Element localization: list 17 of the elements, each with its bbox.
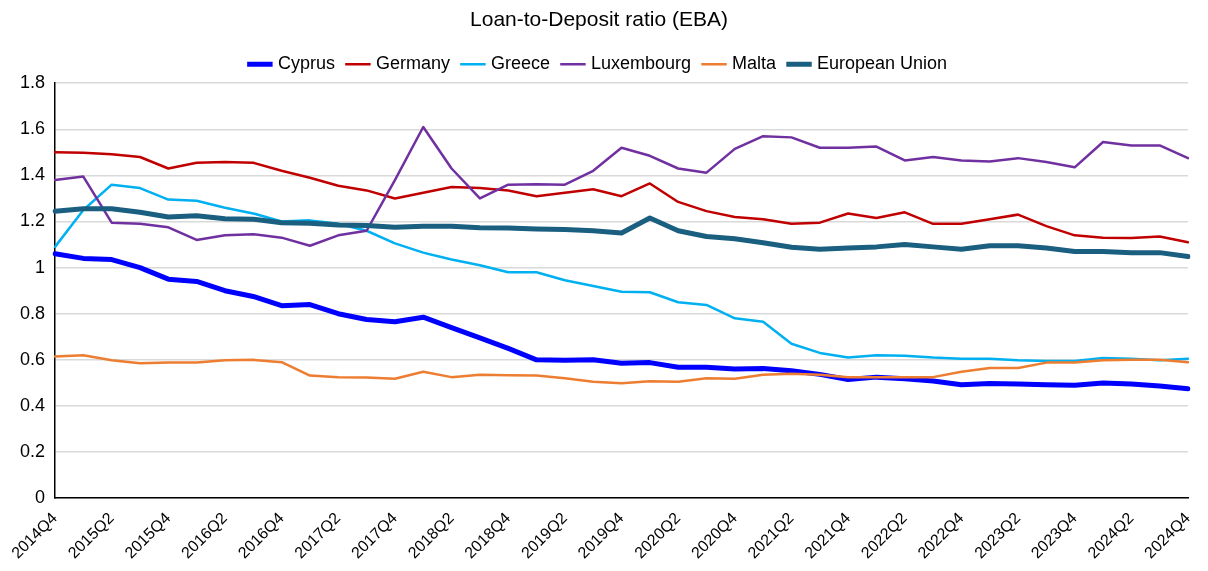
legend-label: Cyprus [277, 53, 335, 74]
legend-label: Germany [375, 53, 450, 74]
chart-title: Loan-to-Deposit ratio (EBA) [470, 7, 728, 31]
y-tick-label: 1.8 [19, 72, 46, 93]
legend-label: European Union [817, 53, 948, 74]
legend-label: Malta [732, 53, 778, 74]
y-tick-label: 1 [35, 256, 46, 277]
y-tick-label: 1.6 [19, 118, 46, 139]
y-tick-label: 1.4 [19, 164, 46, 185]
y-tick-label: 0.6 [19, 348, 46, 369]
y-tick-label: 0.2 [19, 441, 46, 462]
y-tick-label: 0.8 [19, 302, 46, 323]
y-tick-label: 1.2 [19, 210, 46, 231]
y-tick-label: 0.4 [19, 394, 46, 415]
legend-label: Greece [490, 53, 550, 74]
legend-label: Luxembourg [590, 53, 692, 74]
y-tick-label: 0 [35, 487, 46, 508]
